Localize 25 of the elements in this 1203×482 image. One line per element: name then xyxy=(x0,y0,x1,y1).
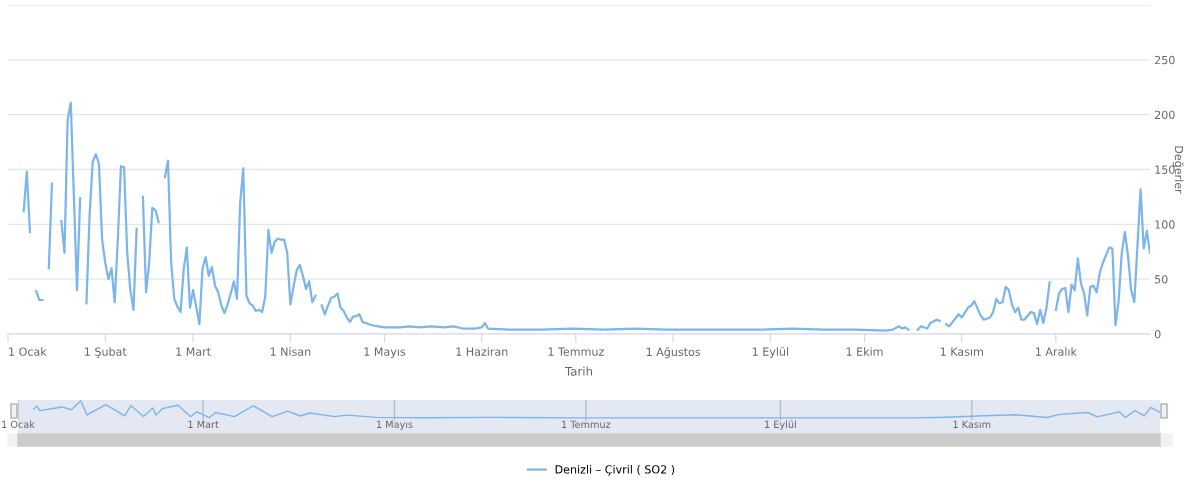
x-tick-label: 1 Eylül xyxy=(765,420,796,430)
x-tick-label: 1 Mayıs xyxy=(376,420,413,430)
x-tick-label: 1 Mayıs xyxy=(364,347,406,358)
x-tick-label: 1 Temmuz xyxy=(548,347,604,356)
y-tick-label: 0 xyxy=(1154,329,1161,339)
x-tick-label: 1 Ağustos xyxy=(646,347,701,359)
x-tick-label: 1 Temmuz xyxy=(562,420,611,429)
y-tick-label: 50 xyxy=(1155,275,1168,284)
legend-label: Denizli – Çivril ( SO2 ) xyxy=(555,465,675,476)
x-axis-title: Tarih xyxy=(564,366,593,376)
x-tick-label: 1 Eylül xyxy=(752,347,789,358)
y-tick-label: 200 xyxy=(1154,110,1175,120)
x-tick-label: 1 Şubat xyxy=(85,347,127,358)
x-tick-label: 1 Kasım xyxy=(940,347,983,356)
x-tick-label: 1 Mart xyxy=(176,347,211,356)
x-tick-label: 1 Ocak xyxy=(9,347,47,356)
y-tick-label: 100 xyxy=(1155,220,1175,229)
y-tick-label: 250 xyxy=(1154,55,1175,65)
x-tick-label: 1 Nisan xyxy=(270,347,311,356)
x-tick-label: 1 Mart xyxy=(188,420,219,429)
x-tick-label: 1 Ocak xyxy=(2,420,35,429)
x-tick-label: 1 Kasım xyxy=(953,420,991,429)
x-tick-label: 1 Ekim xyxy=(846,347,883,356)
x-tick-label: 1 Haziran xyxy=(456,347,508,356)
x-tick-label: 1 Aralık xyxy=(1036,347,1077,356)
